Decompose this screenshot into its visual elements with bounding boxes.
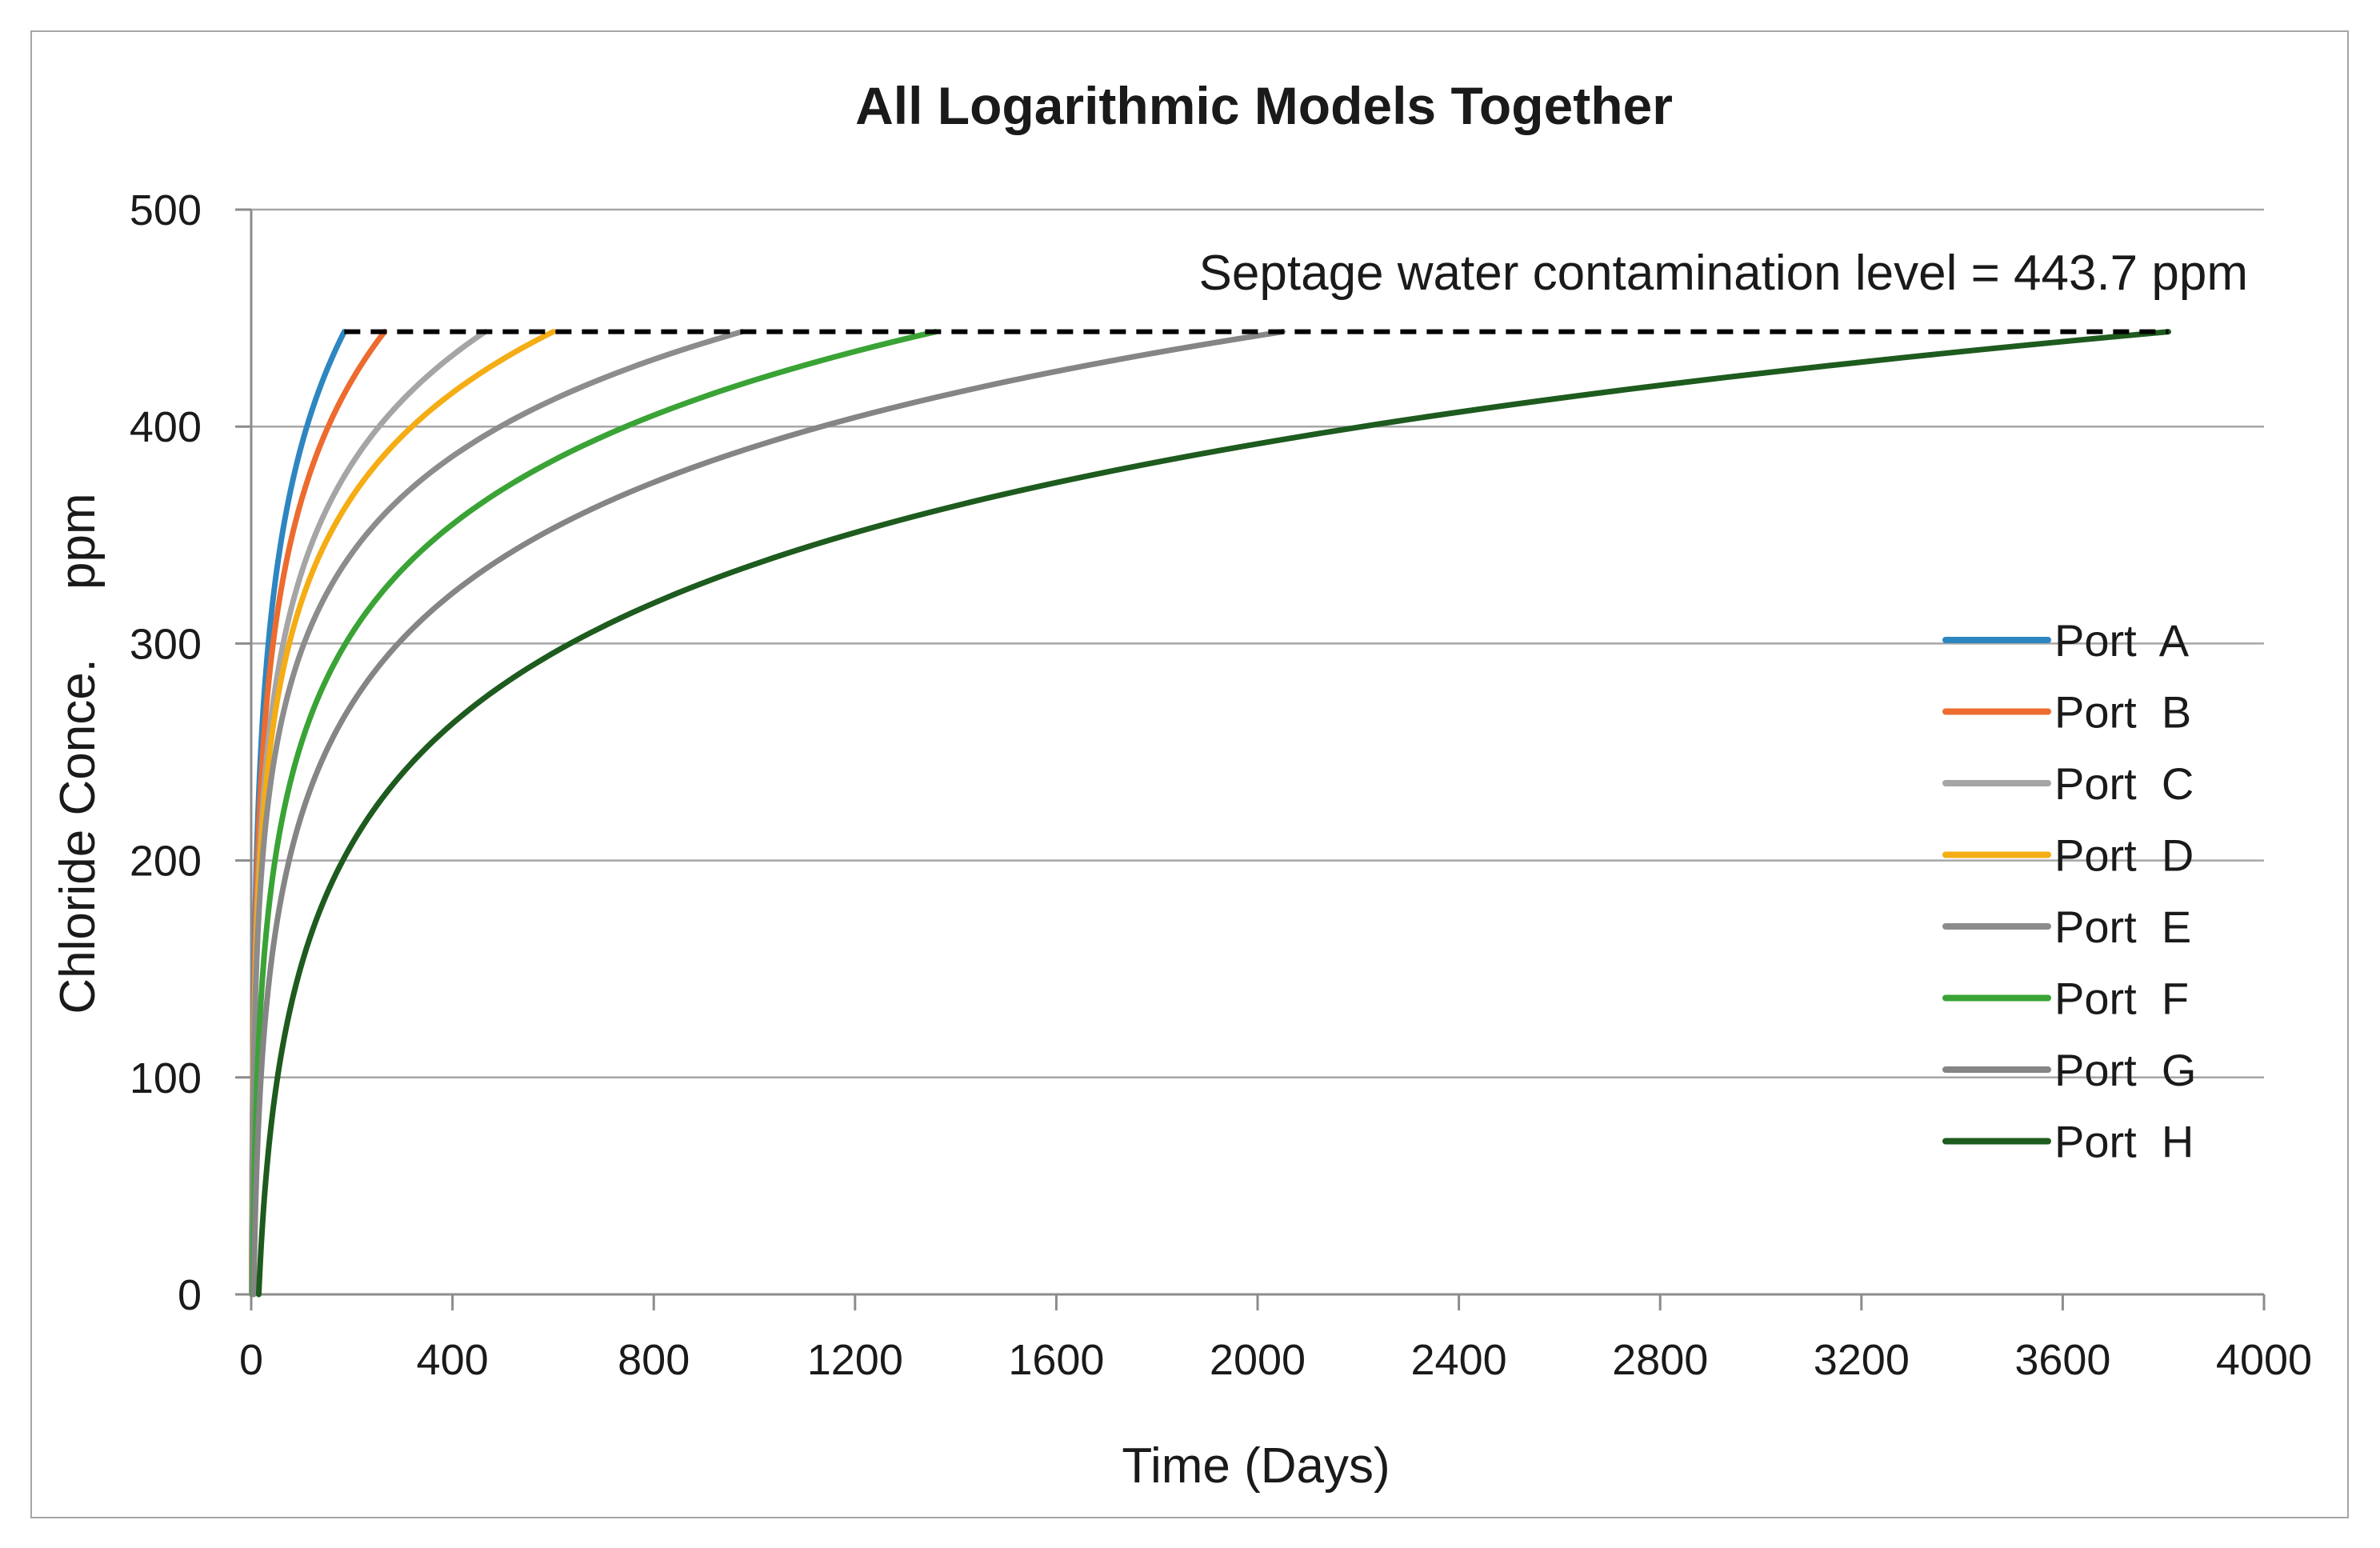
y-tick-label-200: 200 [130,838,202,886]
y-axis-label: Chloride Conce. ppm [50,493,106,1014]
legend-label-port-h: Port H [2054,1117,2194,1167]
x-tick-label-4000: 4000 [2216,1336,2312,1384]
series-line-port-f [250,329,938,1298]
legend-label-port-d: Port D [2054,830,2194,881]
legend-label-port-c: Port C [2054,758,2194,809]
y-tick-label-400: 400 [130,403,202,451]
legend-label-port-g: Port G [2054,1045,2196,1095]
axes [235,208,2266,1310]
x-tick-label-3600: 3600 [2014,1336,2110,1384]
y-tick-label-100: 100 [130,1054,202,1102]
series-line-port-d [249,329,556,1298]
series-line-port-g [250,329,1286,1298]
x-tick-label-400: 400 [417,1336,489,1384]
series-layer [249,329,2171,1298]
legend-label-port-f: Port F [2054,974,2189,1024]
y-tick-label-0: 0 [178,1271,202,1319]
x-tick-label-1600: 1600 [1008,1336,1104,1384]
legend-label-port-b: Port B [2054,687,2191,738]
tick-labels: 0 100 200 300 400 500 0 400 800 1200 1600 2000 2400 2… [130,186,2312,1384]
series-line-port-h [255,329,2171,1298]
chart-frame [30,30,2349,1518]
x-axis-label: Time (Days) [1122,1438,1390,1494]
x-tick-label-800: 800 [618,1336,690,1384]
legend-label-port-e: Port E [2054,902,2191,952]
x-tick-label-3200: 3200 [1814,1336,1910,1384]
legend: Port A Port B Port C Port D Port E Port F Port… [1942,615,2196,1167]
x-tick-label-1200: 1200 [807,1336,903,1384]
y-tick-label-500: 500 [130,186,202,234]
chart-title: All Logarithmic Models Together [855,76,1673,135]
threshold-label: Septage water contamination level = 443.… [1199,246,2248,301]
gridlines [251,208,2264,1079]
y-tick-label-300: 300 [130,620,202,668]
x-tick-label-2800: 2800 [1612,1336,1708,1384]
x-tick-label-2000: 2000 [1210,1336,1306,1384]
x-tick-label-0: 0 [239,1336,263,1384]
x-tick-label-2400: 2400 [1411,1336,1507,1384]
legend-label-port-a: Port A [2054,615,2190,666]
